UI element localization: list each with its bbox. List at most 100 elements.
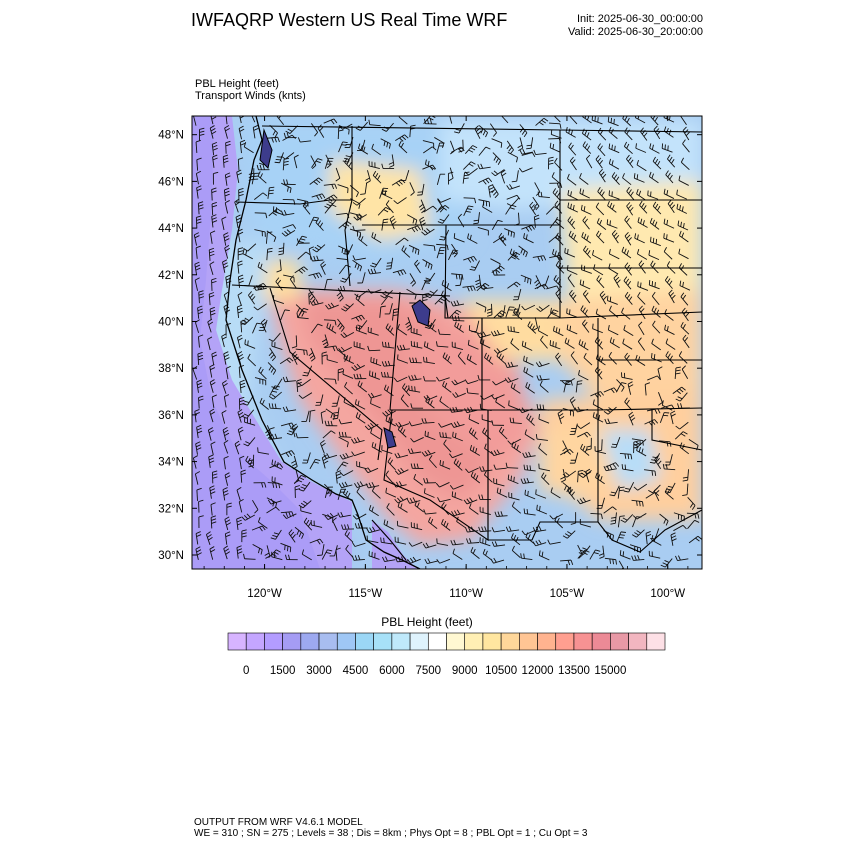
wind-barb xyxy=(236,545,243,559)
wind-barb xyxy=(633,173,645,183)
wind-barb xyxy=(470,546,480,559)
wind-barb xyxy=(437,197,451,203)
wind-barb xyxy=(596,218,607,231)
wind-barb xyxy=(321,351,327,365)
wind-barb xyxy=(221,333,227,348)
colorbar-label: 1500 xyxy=(270,665,296,677)
wind-barb xyxy=(434,137,445,148)
wind-barb xyxy=(400,394,409,408)
wind-barb xyxy=(439,459,451,470)
wind-barb xyxy=(302,452,311,464)
wind-barb xyxy=(223,456,229,470)
wind-barb xyxy=(523,233,534,244)
valid-time: Valid: 2025-06-30_20:00:00 xyxy=(568,26,703,38)
wind-barb xyxy=(535,361,550,368)
wind-barb xyxy=(610,512,617,525)
colorbar-label: 12000 xyxy=(522,665,554,677)
wind-barb xyxy=(521,152,536,158)
wind-barb xyxy=(381,163,395,170)
wind-barb xyxy=(221,410,227,424)
wind-barb xyxy=(569,116,578,125)
wind-barb xyxy=(197,305,204,319)
wind-barb xyxy=(355,293,365,307)
wind-barb xyxy=(194,409,200,423)
wind-barb xyxy=(271,476,283,486)
wind-barb xyxy=(423,244,436,251)
wind-barb xyxy=(566,324,578,335)
wind-barb xyxy=(324,157,334,169)
colorbar-swatch xyxy=(336,632,356,651)
wind-barb xyxy=(410,436,424,443)
wind-barb xyxy=(466,387,479,395)
wind-barb xyxy=(670,410,676,425)
wind-barb xyxy=(687,519,700,529)
wind-barb xyxy=(477,374,491,381)
wind-barb xyxy=(549,142,561,153)
wind-barb xyxy=(379,305,386,318)
wind-barb xyxy=(576,497,591,505)
wind-barb xyxy=(367,268,381,275)
wind-barb xyxy=(302,365,313,377)
wind-barb xyxy=(651,291,660,306)
wind-barb xyxy=(576,422,591,429)
wind-barb xyxy=(296,238,310,244)
wind-barb xyxy=(197,201,204,215)
wind-barb xyxy=(557,410,565,425)
wind-barb xyxy=(643,469,657,477)
wind-barb xyxy=(467,339,479,350)
wind-barb xyxy=(407,448,422,454)
wind-barb xyxy=(449,484,464,490)
wind-barb xyxy=(410,463,424,469)
wind-barb xyxy=(529,201,537,216)
wind-barb xyxy=(463,205,474,217)
wind-barb xyxy=(520,477,534,484)
pbl-shading xyxy=(192,116,702,569)
wind-barb xyxy=(505,306,515,318)
wind-barb xyxy=(368,119,381,127)
wind-barb xyxy=(585,468,591,483)
wind-barb xyxy=(406,214,418,225)
wind-barb xyxy=(208,247,215,261)
wind-barb xyxy=(661,143,673,153)
wind-barb xyxy=(207,427,214,441)
wind-barb xyxy=(211,277,217,291)
wind-barb xyxy=(365,481,380,489)
wind-barb xyxy=(523,355,534,366)
colorbar-label: 7500 xyxy=(415,665,441,677)
wind-barb xyxy=(324,204,337,214)
wind-barb xyxy=(331,395,340,407)
wind-barb xyxy=(371,143,382,156)
wind-barb xyxy=(621,307,631,320)
wind-barb xyxy=(546,285,560,291)
wind-barb xyxy=(435,341,449,348)
wind-barb xyxy=(308,291,314,305)
wind-barb xyxy=(506,184,521,190)
wind-barb xyxy=(387,457,396,471)
wind-barb xyxy=(385,323,395,336)
wind-barb xyxy=(326,354,338,364)
wind-barb xyxy=(281,152,295,160)
wind-barb xyxy=(309,177,323,185)
wind-barb xyxy=(423,118,437,125)
wind-barb xyxy=(654,455,662,470)
colorbar-swatch xyxy=(427,632,447,651)
wind-barb xyxy=(649,143,660,154)
wind-barb xyxy=(631,529,645,538)
colorbar-swatch xyxy=(628,632,648,651)
wind-barb xyxy=(271,341,283,350)
wind-barb xyxy=(637,291,646,305)
wind-barb xyxy=(335,547,341,561)
wind-barb xyxy=(198,395,204,409)
wind-barb xyxy=(462,171,470,184)
wind-barb xyxy=(211,187,217,201)
wind-barb xyxy=(435,482,450,488)
wind-barb xyxy=(312,244,326,253)
wind-barb xyxy=(195,531,202,545)
wind-barb xyxy=(549,182,563,189)
wind-barb xyxy=(212,154,218,168)
wind-barb xyxy=(635,143,647,153)
wind-barb xyxy=(491,138,503,148)
wind-barb xyxy=(675,555,689,561)
lon-tick-label: 115°W xyxy=(348,588,382,600)
wind-barb xyxy=(238,364,245,379)
